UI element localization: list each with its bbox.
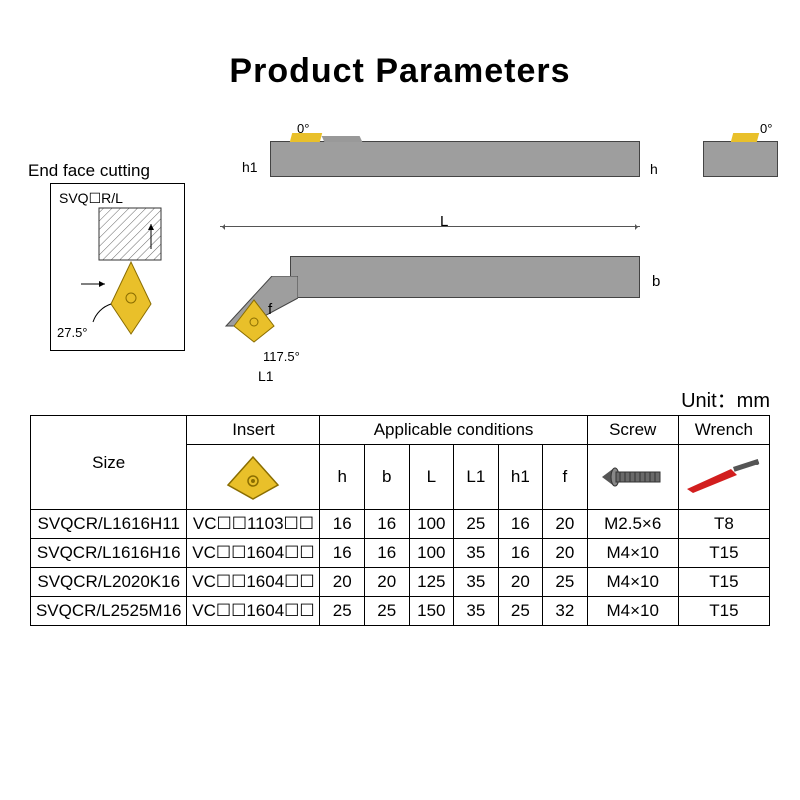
- end-face-cutting-diagram: SVQ☐R/L 27.5°: [50, 183, 185, 351]
- dim-L-label: L: [440, 213, 448, 230]
- table-cell: 16: [320, 539, 365, 568]
- table-row: SVQCR/L2525M16VC☐☐1604☐☐2525150352532M4×…: [31, 597, 770, 626]
- screw-icon-cell: [587, 445, 678, 510]
- table-cell: 20: [498, 568, 543, 597]
- wrench-icon: [685, 459, 763, 495]
- side-profile-bar: [270, 141, 640, 177]
- table-cell: 32: [543, 597, 588, 626]
- table-cell: 150: [409, 597, 454, 626]
- table-cell: T15: [678, 539, 769, 568]
- table-cell: SVQCR/L2525M16: [31, 597, 187, 626]
- col-h: h: [320, 445, 365, 510]
- angle-0-label-b: 0°: [760, 121, 772, 136]
- table-cell: T15: [678, 568, 769, 597]
- table-cell: VC☐☐1103☐☐: [187, 510, 320, 539]
- technical-diagram: End face cutting SVQ☐R/L 27.5° 0°: [0, 121, 800, 411]
- col-L: L: [409, 445, 454, 510]
- table-cell: VC☐☐1604☐☐: [187, 539, 320, 568]
- screw-header: Screw: [587, 416, 678, 445]
- table-cell: 25: [543, 568, 588, 597]
- table-cell: T8: [678, 510, 769, 539]
- screw-icon: [598, 462, 668, 492]
- insert-icon-cell: [187, 445, 320, 510]
- dim-h1-label: h1: [242, 159, 258, 175]
- table-cell: 16: [498, 539, 543, 568]
- page-title: Product Parameters: [0, 0, 800, 91]
- wrench-header: Wrench: [678, 416, 769, 445]
- col-b: b: [365, 445, 410, 510]
- insert-icon: [222, 453, 284, 501]
- table-cell: 35: [454, 597, 499, 626]
- table-cell: 20: [320, 568, 365, 597]
- unit-label: Unit：mm: [681, 384, 770, 413]
- table-cell: 16: [365, 539, 410, 568]
- wrench-icon-cell: [678, 445, 769, 510]
- size-header: Size: [31, 416, 187, 510]
- col-f: f: [543, 445, 588, 510]
- table-cell: SVQCR/L1616H11: [31, 510, 187, 539]
- col-L1: L1: [454, 445, 499, 510]
- angle-27-5-label: 27.5°: [57, 325, 88, 340]
- table-cell: 35: [454, 568, 499, 597]
- col-h1: h1: [498, 445, 543, 510]
- table-cell: 100: [409, 539, 454, 568]
- dim-L1-label: L1: [258, 368, 274, 384]
- table-cell: 25: [454, 510, 499, 539]
- table-cell: 16: [365, 510, 410, 539]
- table-cell: 35: [454, 539, 499, 568]
- applicable-header: Applicable conditions: [320, 416, 587, 445]
- side-profile-insert: [290, 133, 322, 142]
- table-cell: M4×10: [587, 568, 678, 597]
- table-row: SVQCR/L1616H16VC☐☐1604☐☐1616100351620M4×…: [31, 539, 770, 568]
- table-cell: 16: [498, 510, 543, 539]
- table-cell: 125: [409, 568, 454, 597]
- angle-117-5-label: 117.5°: [263, 349, 300, 364]
- table-cell: SVQCR/L1616H16: [31, 539, 187, 568]
- top-view-nose: [220, 276, 298, 348]
- dim-b-label: b: [652, 273, 660, 290]
- table-cell: SVQCR/L2020K16: [31, 568, 187, 597]
- top-view-bar: [290, 256, 640, 298]
- table-cell: 25: [320, 597, 365, 626]
- table-cell: VC☐☐1604☐☐: [187, 597, 320, 626]
- table-cell: 25: [365, 597, 410, 626]
- table-row: SVQCR/L1616H11VC☐☐1103☐☐1616100251620M2.…: [31, 510, 770, 539]
- table-cell: VC☐☐1604☐☐: [187, 568, 320, 597]
- table-cell: 20: [543, 510, 588, 539]
- table-cell: 16: [320, 510, 365, 539]
- table-cell: M4×10: [587, 539, 678, 568]
- table-cell: M4×10: [587, 597, 678, 626]
- dim-L-line: [220, 226, 640, 227]
- dim-f-label: f: [268, 301, 272, 318]
- end-face-cutting-label: End face cutting: [28, 161, 150, 181]
- right-detail-bar: [703, 141, 778, 177]
- insert-header: Insert: [187, 416, 320, 445]
- table-cell: 20: [365, 568, 410, 597]
- parameters-table: Size Insert Applicable conditions Screw …: [30, 415, 770, 626]
- table-cell: 100: [409, 510, 454, 539]
- side-profile-clamp: [322, 136, 363, 142]
- dim-h-label: h: [650, 161, 658, 177]
- table-cell: 20: [543, 539, 588, 568]
- table-row: SVQCR/L2020K16VC☐☐1604☐☐2020125352025M4×…: [31, 568, 770, 597]
- right-detail-insert: [731, 133, 759, 142]
- table-cell: 25: [498, 597, 543, 626]
- table-cell: T15: [678, 597, 769, 626]
- table-cell: M2.5×6: [587, 510, 678, 539]
